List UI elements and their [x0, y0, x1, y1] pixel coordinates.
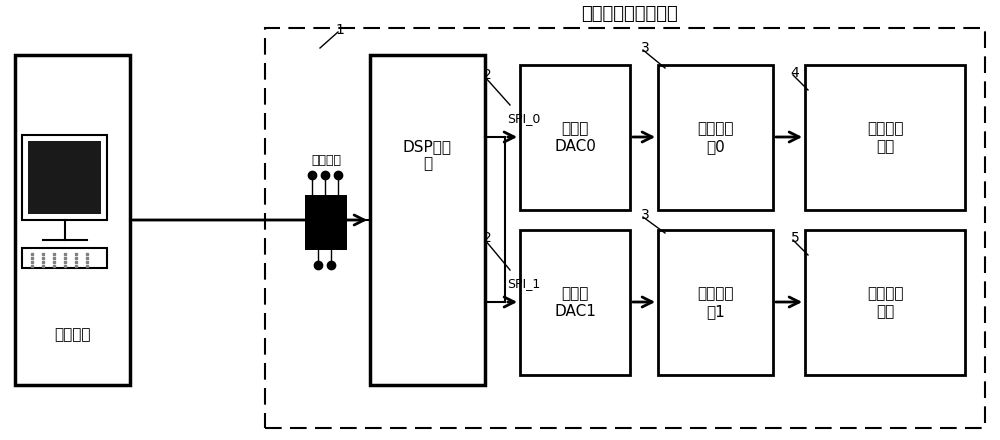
Text: SPI_0: SPI_0 — [507, 112, 540, 125]
Text: SPI_1: SPI_1 — [507, 277, 540, 290]
Text: 录波数据: 录波数据 — [54, 327, 91, 342]
Bar — [370, 55, 485, 385]
Text: 分段式
DAC1: 分段式 DAC1 — [554, 286, 596, 319]
Text: 分段式
DAC0: 分段式 DAC0 — [554, 121, 596, 154]
Text: 1: 1 — [336, 23, 344, 37]
Text: 信号发生器系统框图: 信号发生器系统框图 — [582, 5, 678, 23]
Bar — [22, 248, 107, 268]
Text: 以太网口: 以太网口 — [311, 154, 341, 166]
Bar — [305, 195, 347, 250]
Text: DSP控制
器: DSP控制 器 — [403, 139, 452, 171]
Text: 2: 2 — [483, 231, 491, 245]
Bar — [520, 230, 630, 375]
Bar — [805, 230, 965, 375]
Text: 电压信号
端子: 电压信号 端子 — [867, 121, 903, 154]
Text: 电流信号
端子: 电流信号 端子 — [867, 286, 903, 319]
Bar — [805, 65, 965, 210]
Bar — [520, 65, 630, 210]
Text: 3: 3 — [641, 41, 649, 55]
Bar — [22, 135, 107, 220]
Text: 5: 5 — [791, 231, 799, 245]
Text: 2: 2 — [483, 68, 491, 82]
Text: 运放跟随
器1: 运放跟随 器1 — [697, 286, 734, 319]
Bar — [28, 141, 101, 214]
Bar — [658, 230, 773, 375]
Bar — [265, 28, 985, 428]
Text: 3: 3 — [641, 208, 649, 222]
Bar — [15, 55, 130, 385]
Bar — [658, 65, 773, 210]
Text: 4: 4 — [791, 66, 799, 80]
Text: 运放跟随
器0: 运放跟随 器0 — [697, 121, 734, 154]
